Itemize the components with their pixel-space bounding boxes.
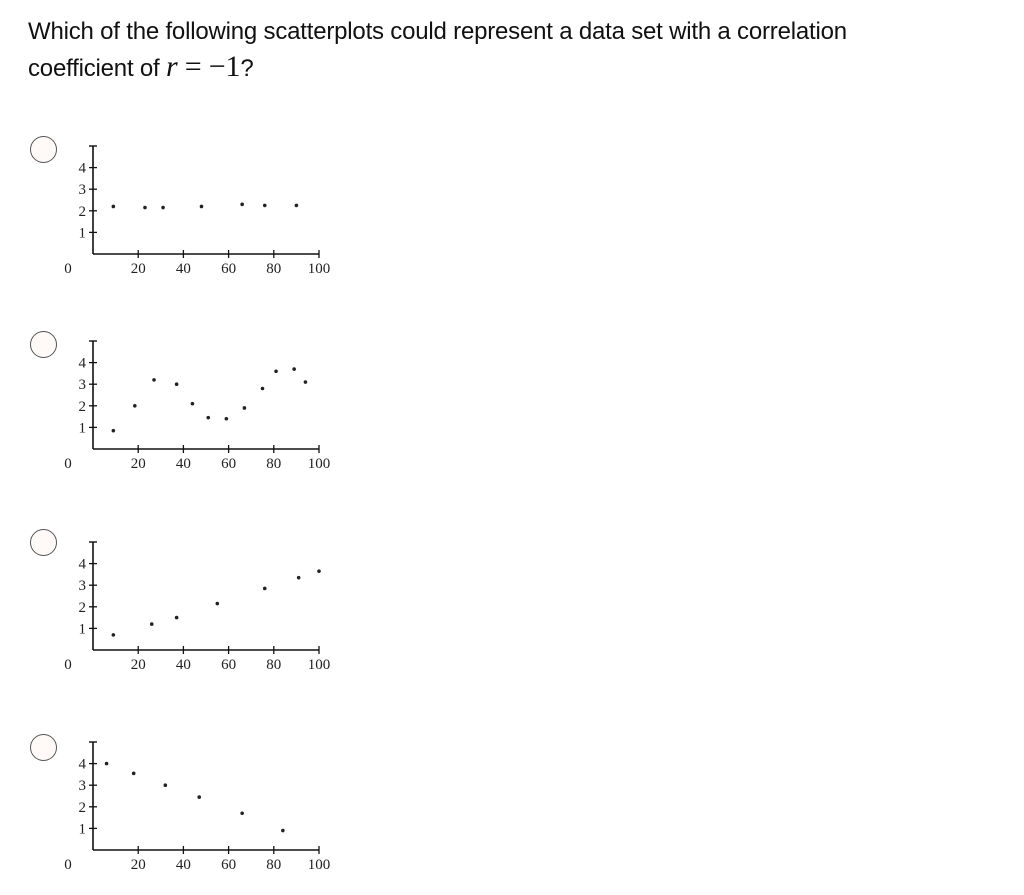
data-point <box>104 761 109 766</box>
answer-option-b[interactable]: 1 2 3 4 20 40 60 80 100 0 <box>0 320 360 495</box>
data-point <box>206 415 211 420</box>
data-point <box>262 586 267 591</box>
question-line-2: coefficient of <box>28 55 166 82</box>
scatterplot-a: 1 2 3 4 20 40 60 80 100 0 <box>64 145 331 277</box>
scatterplot-b: 1 2 3 4 20 40 60 80 100 0 <box>64 340 331 472</box>
question-text: Which of the following scatterplots coul… <box>28 14 1008 86</box>
data-point <box>303 380 308 384</box>
data-point <box>143 205 147 210</box>
data-point <box>149 622 154 626</box>
x-tick-label: 60 <box>221 857 236 873</box>
y-tick-label: 3 <box>79 377 87 393</box>
question-mark: ? <box>240 55 254 82</box>
x-tick-label: 100 <box>308 456 331 472</box>
y-tick-label: 1 <box>79 225 87 241</box>
answer-option-c[interactable]: 1 2 3 4 20 40 60 80 100 0 <box>0 520 360 695</box>
data-point <box>294 203 299 208</box>
x-tick-label: 40 <box>176 657 191 673</box>
x-tick-label: 100 <box>308 261 331 277</box>
data-point <box>111 428 116 433</box>
data-point <box>242 406 247 410</box>
x-tick-label: 20 <box>131 857 146 873</box>
radio-button-c[interactable] <box>30 529 57 556</box>
origin-label: 0 <box>64 657 72 673</box>
x-tick-label: 80 <box>266 261 281 277</box>
math-variable-r: r <box>165 50 178 83</box>
origin-label: 0 <box>64 456 72 472</box>
data-point <box>240 202 244 207</box>
x-tick-label: 40 <box>176 857 191 873</box>
y-tick-label: 2 <box>79 204 87 220</box>
data-point <box>262 203 267 208</box>
x-tick-label: 20 <box>131 456 146 472</box>
y-tick-label: 3 <box>79 182 87 198</box>
y-tick-label: 4 <box>79 356 87 372</box>
x-tick-label: 20 <box>131 261 146 277</box>
data-point <box>281 828 285 833</box>
data-point <box>296 575 301 580</box>
data-point <box>111 204 116 209</box>
scatterplot-c: 1 2 3 4 20 40 60 80 100 0 <box>64 541 331 673</box>
x-tick-label: 20 <box>131 657 146 673</box>
radio-button-a[interactable] <box>30 136 57 163</box>
origin-label: 0 <box>64 261 72 277</box>
y-tick-label: 2 <box>79 800 87 816</box>
radio-button-b[interactable] <box>30 331 57 358</box>
x-tick-label: 60 <box>221 657 236 673</box>
y-tick-label: 4 <box>79 557 87 573</box>
data-point <box>260 386 265 391</box>
y-tick-label: 2 <box>79 399 87 415</box>
x-tick-label: 60 <box>221 456 236 472</box>
x-tick-label: 80 <box>266 657 281 673</box>
y-tick-label: 1 <box>79 420 87 436</box>
data-point <box>224 416 229 421</box>
data-point <box>197 795 202 799</box>
answer-option-a[interactable]: 1 2 3 4 20 40 60 80 100 0 <box>0 125 360 300</box>
data-point <box>215 601 220 606</box>
y-tick-label: 3 <box>79 778 87 794</box>
x-tick-label: 80 <box>266 456 281 472</box>
data-point <box>131 771 136 776</box>
data-point <box>111 633 116 637</box>
data-point <box>133 404 137 408</box>
x-tick-label: 100 <box>308 657 331 673</box>
origin-label: 0 <box>64 857 72 873</box>
data-point <box>174 382 179 386</box>
x-tick-label: 40 <box>176 261 191 277</box>
question-line-1: Which of the following scatterplots coul… <box>28 18 847 45</box>
y-tick-label: 4 <box>79 757 87 773</box>
x-tick-label: 100 <box>308 857 331 873</box>
y-tick-label: 1 <box>79 821 87 837</box>
answer-option-d[interactable]: 1 2 3 4 20 40 60 80 100 0 <box>0 720 360 895</box>
data-point <box>317 569 321 573</box>
scatterplot-d: 1 2 3 4 20 40 60 80 100 0 <box>64 741 331 873</box>
data-point <box>292 367 296 371</box>
data-point <box>274 369 278 374</box>
x-tick-label: 60 <box>221 261 236 277</box>
y-tick-label: 2 <box>79 600 87 616</box>
data-point <box>161 205 165 210</box>
data-point <box>163 783 168 787</box>
y-tick-label: 1 <box>79 621 87 637</box>
data-point <box>190 401 195 406</box>
data-point <box>240 811 244 816</box>
math-value: −1 <box>208 50 241 83</box>
data-point <box>152 378 156 382</box>
y-tick-label: 4 <box>79 161 87 177</box>
data-point <box>174 615 179 620</box>
x-tick-label: 40 <box>176 456 191 472</box>
radio-button-d[interactable] <box>30 734 57 761</box>
data-point <box>199 204 204 209</box>
x-tick-label: 80 <box>266 857 281 873</box>
math-equals: = <box>177 50 209 83</box>
y-tick-label: 3 <box>79 578 87 594</box>
